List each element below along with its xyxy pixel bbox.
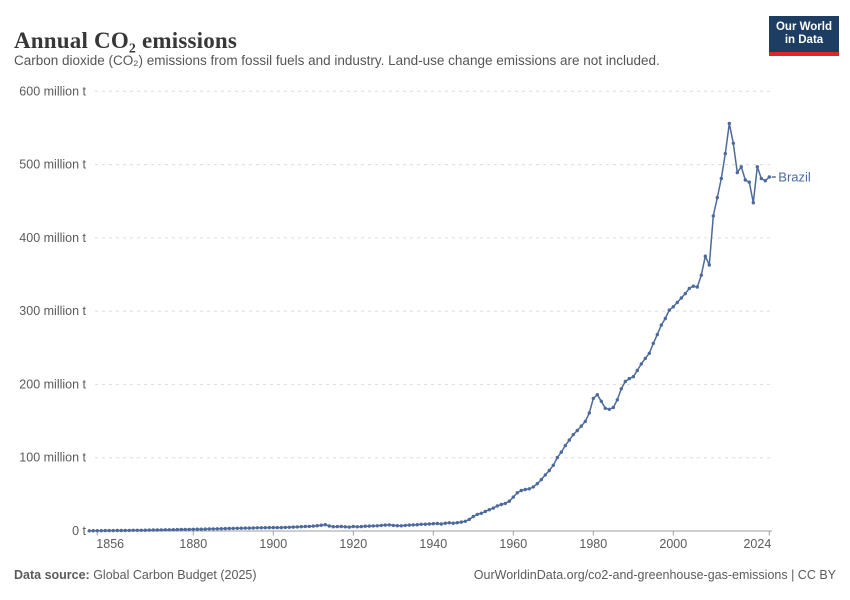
- x-tick-label: 1940: [419, 537, 447, 551]
- data-source-value: Global Carbon Budget (2025): [89, 568, 257, 582]
- data-source-label: Data source:: [14, 568, 90, 582]
- data-source-text: Data source: Global Carbon Budget (2025): [14, 568, 257, 582]
- owid-logo-line2: in Data: [784, 34, 824, 46]
- series-label-brazil: Brazil: [778, 170, 811, 185]
- chart-footer: Data source: Global Carbon Budget (2025)…: [14, 568, 836, 582]
- x-tick-label: 1880: [179, 537, 207, 551]
- y-tick-label: 100 million t: [19, 451, 86, 465]
- footer-link[interactable]: OurWorldinData.org/co2-and-greenhouse-ga…: [473, 568, 836, 582]
- y-tick-label: 400 million t: [19, 231, 86, 245]
- x-tick-label: 1900: [259, 537, 287, 551]
- page-title: Annual CO₂ emissions: [14, 28, 238, 54]
- series-line-brazil: [89, 122, 770, 532]
- y-tick-label: 0 t: [72, 524, 86, 538]
- y-tick-label: 500 million t: [19, 158, 86, 172]
- x-tick-label: 1920: [339, 537, 367, 551]
- y-tick-label: 600 million t: [19, 84, 86, 98]
- x-tick-label: 1856: [96, 537, 124, 551]
- series-markers-brazil: [87, 121, 771, 533]
- x-tick-label: 1980: [579, 537, 607, 551]
- x-tick-label: 1960: [499, 537, 527, 551]
- y-tick-label: 200 million t: [19, 377, 86, 391]
- y-tick-label: 300 million t: [19, 304, 86, 318]
- x-tick-label: 2000: [659, 537, 687, 551]
- chart-subtitle: Carbon dioxide (CO₂) emissions from foss…: [14, 53, 660, 68]
- owid-logo-line1: Our World: [775, 21, 832, 33]
- owid-logo[interactable]: Our World in Data: [769, 16, 839, 56]
- x-tick-label: 2024: [743, 537, 771, 551]
